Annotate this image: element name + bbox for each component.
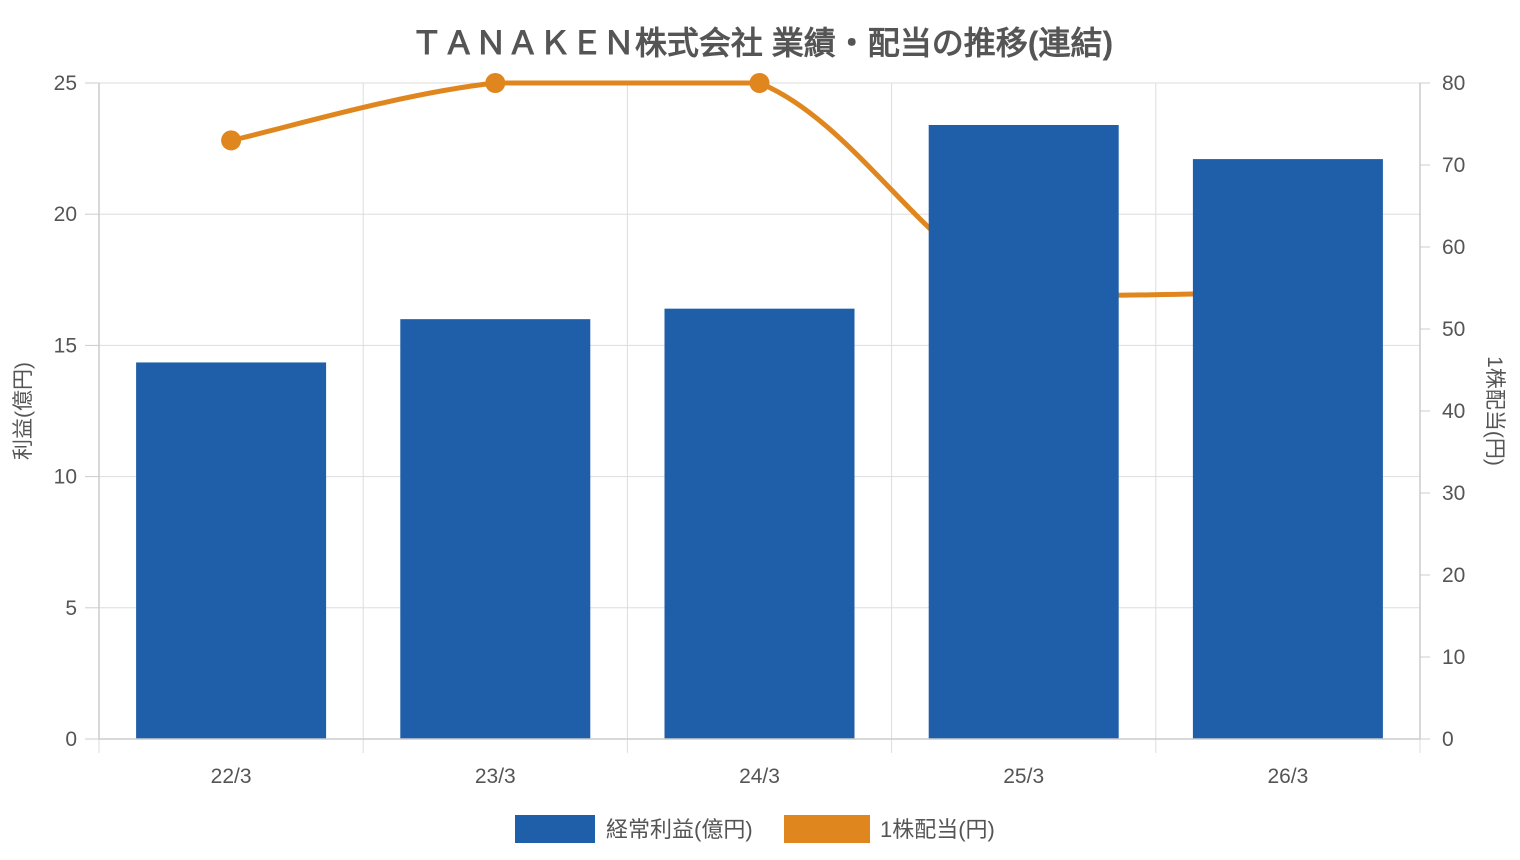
y-left-tick-label: 20: [54, 203, 77, 226]
bar: [136, 362, 327, 739]
y-right-tick-label: 60: [1442, 236, 1465, 259]
x-tick-label: 25/3: [1003, 765, 1044, 788]
y-right-tick-label: 70: [1442, 154, 1465, 177]
tick-labels: 0 5 10 15 20 25 0 10 20 30 40 50 60 70 80 22/3 23/3 24/3 2…: [54, 72, 1466, 788]
y-right-tick-label: 30: [1442, 482, 1465, 505]
y-right-tick-label: 0: [1442, 728, 1454, 751]
x-tick-label: 24/3: [739, 765, 780, 788]
x-tick-label: 23/3: [475, 765, 516, 788]
legend-swatch-profit: [515, 815, 595, 843]
line-series: [221, 73, 1291, 299]
y-right-tick-label: 20: [1442, 564, 1465, 587]
y-left-tick-label: 10: [54, 466, 77, 489]
y-left-tick-label: 15: [54, 334, 77, 357]
legend-label-profit: 経常利益(億円): [606, 817, 753, 842]
legend-label-dividend: 1株配当(円): [880, 817, 995, 842]
dividend-line: [228, 80, 1291, 299]
y-right-tick-label: 40: [1442, 400, 1465, 423]
bar: [928, 124, 1119, 739]
y-right-tick-label: 10: [1442, 646, 1465, 669]
y-left-tick-label: 0: [65, 728, 77, 751]
bar: [664, 308, 855, 739]
y-right-tick-label: 80: [1442, 72, 1465, 95]
x-tick-label: 26/3: [1267, 765, 1308, 788]
bar-series: [136, 124, 1383, 739]
x-tick-label: 22/3: [211, 765, 252, 788]
chart-title: ＴＡＮＡＫＥＮ株式会社 業績・配当の推移(連結): [411, 25, 1113, 61]
y-left-tick-label: 5: [65, 597, 77, 620]
legend-swatch-dividend: [784, 815, 870, 843]
y-right-tick-label: 50: [1442, 318, 1465, 341]
dividend-point: [221, 130, 242, 151]
bar: [400, 319, 591, 739]
y-left-tick-label: 25: [54, 72, 77, 95]
legend: 経常利益(億円) 1株配当(円): [515, 815, 995, 843]
y-axis-left-title: 利益(億円): [12, 362, 35, 460]
bar: [1192, 159, 1383, 739]
axes: [85, 82, 1430, 740]
dividend-point: [749, 73, 770, 93]
y-axis-right-title: 1株配当(円): [1483, 356, 1506, 466]
dividend-point: [485, 73, 506, 93]
